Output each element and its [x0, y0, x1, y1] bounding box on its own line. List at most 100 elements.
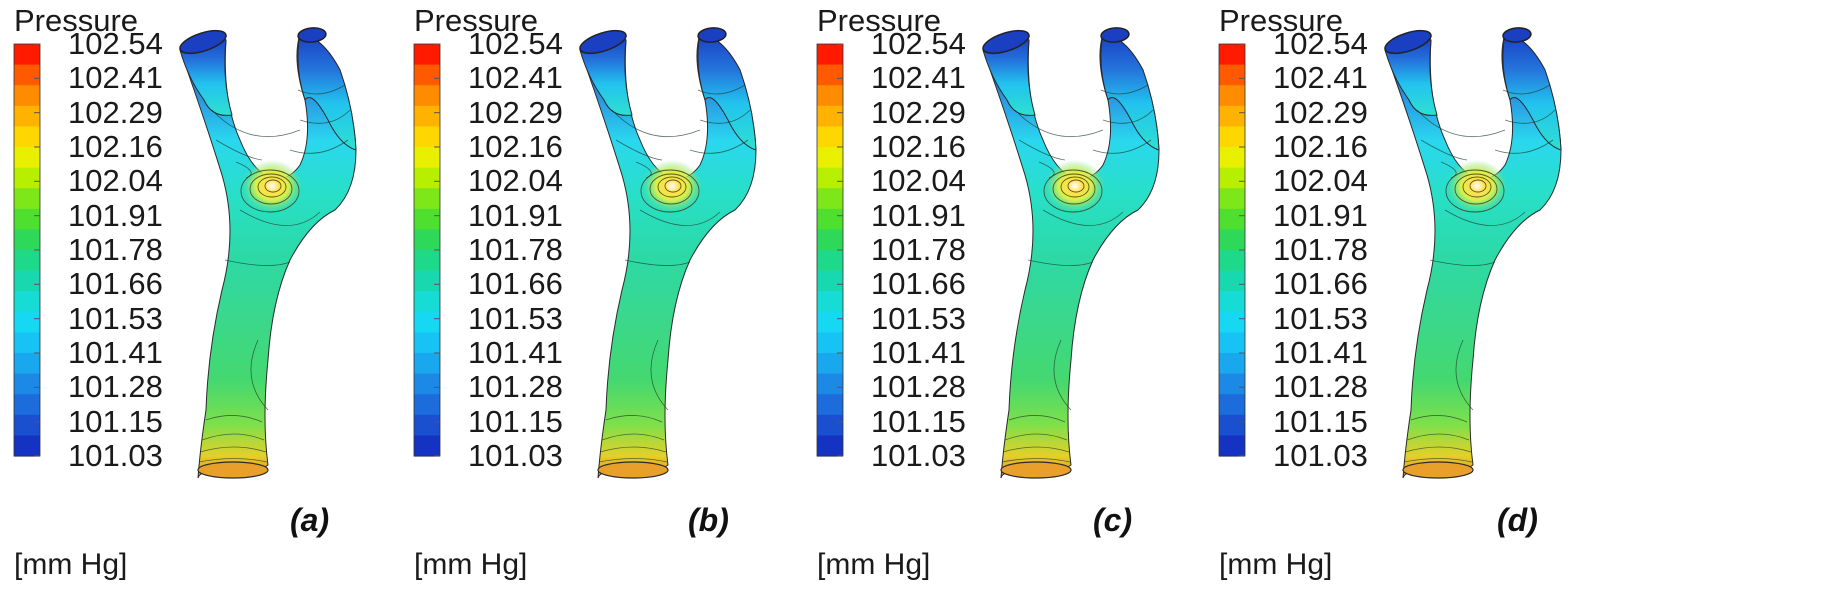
legend-tick-label: 102.41 — [1273, 60, 1368, 96]
colorbar-segment — [817, 147, 843, 169]
legend-tick-label: 101.03 — [871, 438, 966, 473]
colorbar-segment — [414, 291, 440, 313]
colorbar-segment — [414, 414, 440, 436]
colorbar-segment — [414, 270, 440, 292]
colorbar-segment — [414, 85, 440, 107]
colorbar-segment — [817, 188, 843, 210]
colorbar-segment — [14, 208, 40, 230]
colorbar-segment — [1219, 64, 1245, 86]
colorbar-segment — [817, 435, 843, 457]
legend-colorbar — [13, 43, 41, 457]
legend-tick-label: 102.04 — [871, 163, 966, 199]
colorbar-segment — [1219, 105, 1245, 127]
colorbar-segment — [14, 394, 40, 416]
legend-tick-label: 102.16 — [1273, 129, 1368, 164]
colorbar-segment — [817, 270, 843, 292]
colorbar-segment — [817, 373, 843, 395]
colorbar-segment — [817, 105, 843, 127]
legend-tick-label: 101.41 — [871, 335, 966, 370]
legend-unit: [mm Hg] — [817, 548, 931, 581]
legend-title: Pressure — [414, 3, 539, 38]
colorbar-segment — [817, 353, 843, 375]
legend-tick-label: 101.78 — [871, 232, 966, 267]
colorbar-segment — [14, 147, 40, 169]
colorbar-segment — [1219, 435, 1245, 457]
legend-tick-label: 101.03 — [1273, 438, 1368, 473]
legend-colorbar — [413, 43, 441, 457]
legend-tick-label: 101.91 — [1273, 197, 1368, 233]
colorbar-segment — [817, 126, 843, 148]
legend-tick-label: 101.15 — [871, 403, 966, 439]
colorbar-segment — [14, 353, 40, 375]
legend-tick-label: 102.54 — [468, 26, 563, 61]
legend-unit: [mm Hg] — [14, 548, 128, 581]
colorbar-segment — [14, 44, 40, 66]
colorbar-segment — [414, 250, 440, 272]
legend-tick-label: 102.54 — [1273, 26, 1368, 61]
legend-tick-label: 102.16 — [871, 129, 966, 164]
colorbar-segment — [414, 373, 440, 395]
legend-tick-label: 101.03 — [468, 438, 563, 473]
colorbar-segment — [1219, 270, 1245, 292]
colorbar-segment — [14, 435, 40, 457]
panel-label: (c) — [1093, 502, 1133, 538]
colorbar-segment — [817, 311, 843, 333]
colorbar-segment — [14, 64, 40, 86]
legend-tick-label: 101.28 — [1273, 369, 1368, 405]
legend-tick-label: 101.41 — [68, 335, 163, 370]
colorbar-segment — [414, 147, 440, 169]
colorbar-segment — [414, 208, 440, 230]
colorbar-segment — [414, 105, 440, 127]
colorbar-segment — [817, 332, 843, 354]
legend-tick-label: 101.03 — [68, 438, 163, 473]
legend-tick-label: 102.54 — [871, 26, 966, 61]
legend-tick-label: 101.91 — [468, 197, 563, 233]
colorbar-segment — [14, 250, 40, 272]
legend-tick-label: 101.78 — [68, 232, 163, 267]
colorbar-segment — [1219, 126, 1245, 148]
legend-title: Pressure — [817, 3, 942, 38]
colorbar-segment — [1219, 414, 1245, 436]
legend-tick-label: 102.29 — [871, 94, 966, 130]
colorbar-segment — [1219, 373, 1245, 395]
colorbar-segment — [14, 332, 40, 354]
legend-tick-label: 101.53 — [1273, 300, 1368, 336]
colorbar-segment — [1219, 332, 1245, 354]
legend-tick-label: 102.16 — [468, 129, 563, 164]
colorbar-segment — [817, 85, 843, 107]
colorbar-segment — [817, 250, 843, 272]
panel-a: Pressure 102.54 102.41 102.29 102.16 102.04 1… — [0, 0, 458, 603]
legend-tick-label: 102.16 — [68, 129, 163, 164]
legend-tick-label: 101.15 — [1273, 403, 1368, 439]
legend-unit: [mm Hg] — [414, 548, 528, 581]
legend-tick-label: 102.04 — [68, 163, 163, 199]
colorbar-segment — [414, 167, 440, 189]
legend-tick-label: 101.66 — [1273, 266, 1368, 302]
panel-label: (a) — [290, 502, 330, 538]
legend-tick-label: 101.28 — [68, 369, 163, 405]
colorbar-segment — [414, 229, 440, 251]
colorbar-segment — [14, 105, 40, 127]
legend-colorbar — [816, 43, 844, 457]
legend-title: Pressure — [1219, 3, 1344, 38]
legend-tick-label: 101.78 — [468, 232, 563, 267]
legend-tick-label: 102.41 — [68, 60, 163, 96]
colorbar-segment — [414, 126, 440, 148]
legend-tick-label: 102.29 — [468, 94, 563, 130]
legend-tick-label: 101.28 — [468, 369, 563, 405]
legend-tick-label: 102.04 — [1273, 163, 1368, 199]
colorbar-segment — [14, 126, 40, 148]
colorbar-segment — [817, 291, 843, 313]
colorbar-segment — [817, 394, 843, 416]
colorbar-segment — [14, 188, 40, 210]
panel-c: Pressure 102.54 102.41 102.29 102.16 102.04 1… — [803, 0, 1261, 603]
panel-d: Pressure 102.54 102.41 102.29 102.16 102.04 1… — [1205, 0, 1663, 603]
legend-tick-label: 102.54 — [68, 26, 163, 61]
colorbar-segment — [1219, 208, 1245, 230]
colorbar-segment — [1219, 291, 1245, 313]
panel-label: (d) — [1497, 502, 1538, 538]
colorbar-segment — [1219, 229, 1245, 251]
colorbar-segment — [817, 167, 843, 189]
colorbar-segment — [1219, 167, 1245, 189]
colorbar-segment — [1219, 85, 1245, 107]
